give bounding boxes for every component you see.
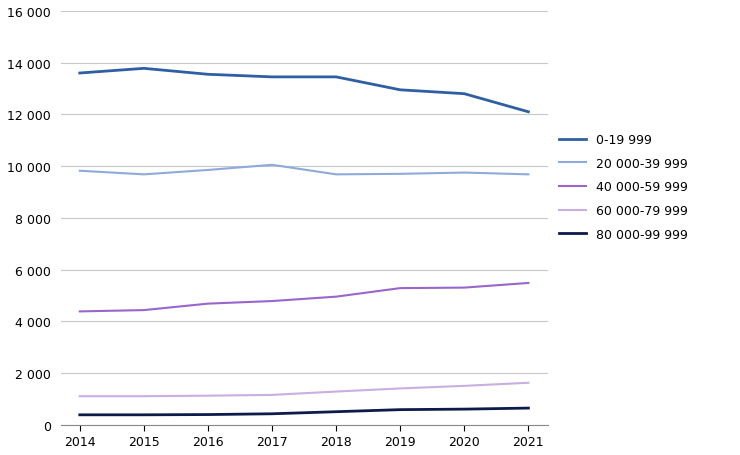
- 60 000-79 999: [139, 394, 148, 399]
- 0-19 999: [396, 88, 405, 93]
- 20 000-39 999: [460, 171, 468, 176]
- 40 000-59 999: [204, 301, 212, 307]
- 60 000-79 999: [268, 392, 277, 398]
- 40 000-59 999: [396, 286, 405, 291]
- 80 000-99 999: [139, 412, 148, 418]
- 80 000-99 999: [396, 407, 405, 413]
- 40 000-59 999: [75, 309, 84, 314]
- 60 000-79 999: [460, 383, 468, 389]
- 80 000-99 999: [460, 406, 468, 412]
- 80 000-99 999: [75, 412, 84, 418]
- Line: 20 000-39 999: 20 000-39 999: [80, 166, 528, 175]
- 20 000-39 999: [396, 172, 405, 177]
- 40 000-59 999: [139, 308, 148, 313]
- 60 000-79 999: [396, 386, 405, 391]
- 40 000-59 999: [332, 294, 340, 300]
- 80 000-99 999: [332, 409, 340, 415]
- 80 000-99 999: [204, 412, 212, 417]
- Line: 80 000-99 999: 80 000-99 999: [80, 408, 528, 415]
- Line: 40 000-59 999: 40 000-59 999: [80, 283, 528, 312]
- 20 000-39 999: [75, 169, 84, 174]
- 40 000-59 999: [460, 285, 468, 291]
- 0-19 999: [139, 66, 148, 72]
- Legend: 0-19 999, 20 000-39 999, 40 000-59 999, 60 000-79 999, 80 000-99 999: 0-19 999, 20 000-39 999, 40 000-59 999, …: [559, 134, 688, 241]
- 0-19 999: [204, 72, 212, 78]
- 20 000-39 999: [204, 168, 212, 173]
- 80 000-99 999: [524, 405, 533, 411]
- 20 000-39 999: [524, 172, 533, 178]
- 60 000-79 999: [332, 389, 340, 394]
- 60 000-79 999: [524, 380, 533, 386]
- 0-19 999: [268, 75, 277, 81]
- 20 000-39 999: [332, 172, 340, 178]
- 0-19 999: [460, 92, 468, 97]
- Line: 0-19 999: 0-19 999: [80, 69, 528, 112]
- 60 000-79 999: [75, 394, 84, 399]
- 0-19 999: [332, 75, 340, 81]
- 40 000-59 999: [268, 298, 277, 304]
- 0-19 999: [524, 110, 533, 115]
- 0-19 999: [75, 71, 84, 76]
- 40 000-59 999: [524, 281, 533, 286]
- 60 000-79 999: [204, 393, 212, 399]
- 20 000-39 999: [139, 172, 148, 178]
- 20 000-39 999: [268, 163, 277, 168]
- 80 000-99 999: [268, 411, 277, 417]
- Line: 60 000-79 999: 60 000-79 999: [80, 383, 528, 396]
